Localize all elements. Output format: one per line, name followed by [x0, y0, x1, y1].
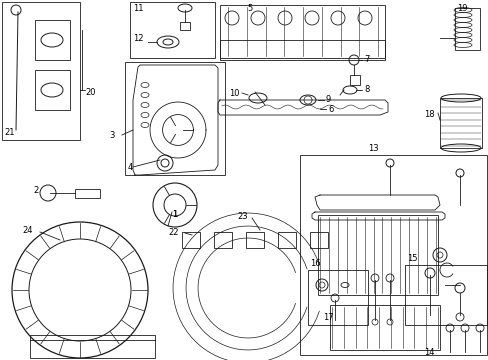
- Text: 16: 16: [309, 259, 320, 268]
- Bar: [214, 232, 231, 248]
- Text: 1: 1: [172, 210, 177, 219]
- Bar: [454, 8, 479, 50]
- Bar: [182, 232, 200, 248]
- Bar: [2, 2, 80, 140]
- Text: 3: 3: [109, 130, 115, 139]
- Bar: [404, 265, 486, 325]
- Text: 13: 13: [367, 144, 378, 153]
- Text: 22: 22: [168, 228, 178, 237]
- Bar: [439, 98, 481, 148]
- Text: 9: 9: [325, 95, 330, 104]
- Bar: [309, 232, 327, 248]
- Text: 18: 18: [424, 110, 434, 119]
- Bar: [35, 20, 70, 60]
- Text: 14: 14: [423, 348, 434, 357]
- Text: 5: 5: [246, 4, 252, 13]
- Bar: [278, 232, 295, 248]
- Bar: [75, 189, 100, 198]
- Text: 7: 7: [363, 55, 368, 64]
- Bar: [220, 5, 384, 58]
- Bar: [317, 215, 437, 295]
- Text: 2: 2: [33, 186, 38, 195]
- Text: 12: 12: [133, 34, 143, 43]
- Text: 10: 10: [229, 89, 240, 98]
- Text: 4: 4: [128, 163, 133, 172]
- Bar: [349, 75, 359, 85]
- Text: 1: 1: [172, 210, 177, 219]
- Text: 8: 8: [363, 85, 368, 94]
- Text: 24: 24: [22, 226, 32, 235]
- Bar: [35, 70, 70, 110]
- Bar: [125, 62, 224, 175]
- Text: 11: 11: [133, 4, 143, 13]
- Bar: [245, 232, 264, 248]
- Bar: [307, 270, 367, 325]
- Text: 17: 17: [323, 313, 333, 322]
- Text: 23: 23: [237, 212, 247, 221]
- Bar: [329, 305, 439, 350]
- Text: 6: 6: [327, 104, 333, 113]
- Text: 20: 20: [85, 88, 95, 97]
- Text: 19: 19: [456, 4, 467, 13]
- Bar: [220, 40, 384, 60]
- Bar: [180, 22, 190, 30]
- Bar: [299, 155, 486, 355]
- Bar: [30, 335, 155, 358]
- Text: 21: 21: [4, 128, 15, 137]
- Bar: [130, 2, 215, 58]
- Text: 15: 15: [406, 254, 417, 263]
